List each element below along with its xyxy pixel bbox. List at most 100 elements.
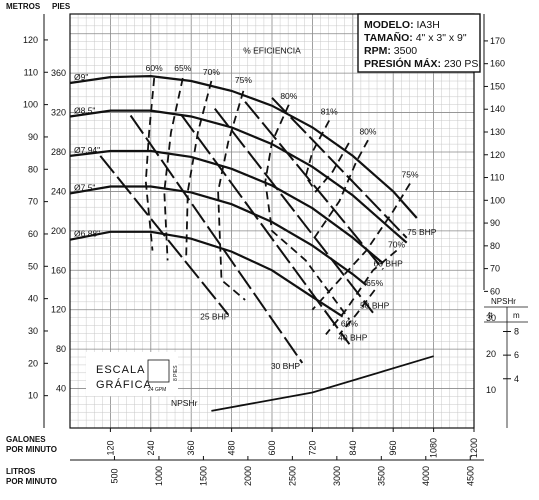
feet-tick-label: 240 <box>51 186 66 196</box>
efficiency-curve <box>311 183 411 311</box>
scale-legend-feet: 8 PIES <box>173 365 179 381</box>
feet-tick-label: 80 <box>56 344 66 354</box>
meters-tick-label: 30 <box>28 326 38 336</box>
x-primary-axis-title-line2: POR MINUTO <box>6 445 57 454</box>
lpm-tick-label: 4500 <box>465 466 475 486</box>
pmax-label: PRESIÓN MÁX: <box>364 57 441 70</box>
meters-tick-label: 80 <box>28 164 38 174</box>
impeller-curve-label: Ø8.5" <box>74 106 95 116</box>
rpm-value: 3500 <box>394 45 418 57</box>
bhp-line <box>214 107 374 314</box>
psi-tick-label: 140 <box>490 104 505 114</box>
efficiency-label: 75% <box>402 170 419 180</box>
npshr-axis-title: NPSHr <box>491 297 516 306</box>
gpm-tick-label: 720 <box>307 440 317 455</box>
efficiency-curve <box>325 249 398 335</box>
efficiency-label: 70% <box>388 240 405 250</box>
meters-tick-label: 40 <box>28 294 38 304</box>
gpm-tick-label: 600 <box>267 440 277 455</box>
efficiency-label: 80% <box>359 126 376 136</box>
impeller-curve <box>69 149 384 265</box>
psi-tick-label: 120 <box>490 150 505 160</box>
bhp-line-label: 40 BHP <box>338 332 368 342</box>
efficiency-label: 65% <box>174 63 191 73</box>
gpm-tick-label: 1080 <box>429 438 439 458</box>
npshr-curve <box>211 355 434 412</box>
impeller-curve <box>69 109 408 244</box>
bhp-lines <box>99 97 408 364</box>
efficiency-label: 60% <box>146 63 163 73</box>
npshr-curve-label: NPSHr <box>171 398 198 408</box>
meters-tick-label: 70 <box>28 197 38 207</box>
model-label: MODELO: <box>364 19 414 31</box>
pmax-value: 230 PSI <box>444 58 481 70</box>
bhp-line-label: 30 BHP <box>271 361 301 371</box>
x-secondary-axis-title-line1: LITROS <box>6 467 36 476</box>
npshr-m-tick: 8 <box>514 327 519 337</box>
gpm-tick-label: 120 <box>105 440 115 455</box>
meters-tick-label: 50 <box>28 261 38 271</box>
axis-labels: METROS PIES GALONES POR MINUTO LITROS PO… <box>6 2 71 486</box>
efficiency-label: 75% <box>235 75 252 85</box>
svg-text:PRESIÓN MÁX: 230 PSI: PRESIÓN MÁX: 230 PSI <box>364 57 481 70</box>
feet-tick-label: 160 <box>51 265 66 275</box>
lpm-tick-label: 4000 <box>421 466 431 486</box>
npshr-ft-tick: 20 <box>486 349 496 359</box>
size-value: 4" x 3" x 9" <box>416 32 467 44</box>
scale-legend: ESCALA GRÁFICA 8 PIES 24 GPM <box>86 352 179 396</box>
meters-tick-label: 20 <box>28 358 38 368</box>
impeller-curve-label: Ø9" <box>74 72 88 82</box>
scale-legend-line2: GRÁFICA <box>96 378 152 391</box>
bhp-line <box>99 155 229 316</box>
bhp-line <box>129 114 304 364</box>
svg-text:RPM: 3500: RPM: 3500 <box>364 45 417 57</box>
svg-text:TAMAÑO: 4" x 3" x 9": TAMAÑO: 4" x 3" x 9" <box>364 31 467 44</box>
scale-legend-gpm: 24 GPM <box>148 387 166 393</box>
gpm-tick-label: 1200 <box>469 438 479 458</box>
efficiency-curve <box>304 120 351 193</box>
impeller-curve-label: Ø6.88" <box>74 229 100 239</box>
npshr-ft-tick: 10 <box>486 385 496 395</box>
psi-tick-label: 90 <box>490 218 500 228</box>
efficiency-axis-title: % EFICIENCIA <box>243 45 301 55</box>
npshr-line <box>211 355 434 412</box>
left-outer-axis-title: METROS <box>6 2 41 11</box>
psi-tick-label: 150 <box>490 81 505 91</box>
left-inner-axis-title: PIES <box>52 2 71 11</box>
svg-text:MODELO: IA3H: MODELO: IA3H <box>364 19 440 31</box>
bhp-line-label: 50 BHP <box>360 301 390 311</box>
npshr-ft-tick: 30 <box>486 313 496 323</box>
efficiency-curve <box>185 80 213 261</box>
rpm-label: RPM: <box>364 45 391 57</box>
efficiency-label: 65% <box>366 278 383 288</box>
size-label: TAMAÑO: <box>364 31 413 44</box>
meters-tick-label: 10 <box>28 391 38 401</box>
efficiency-curve <box>163 77 184 261</box>
bhp-line <box>271 97 408 239</box>
plot-frame <box>43 13 488 461</box>
gpm-tick-label: 840 <box>348 440 358 455</box>
efficiency-label: 80% <box>280 91 297 101</box>
meters-tick-label: 120 <box>23 35 38 45</box>
psi-tick-label: 80 <box>490 241 500 251</box>
efficiency-label: 70% <box>203 67 220 77</box>
gpm-tick-label: 240 <box>146 440 156 455</box>
lpm-tick-label: 1500 <box>198 466 208 486</box>
bhp-line-label: 60 BHP <box>374 258 404 268</box>
gpm-tick-label: 360 <box>186 440 196 455</box>
model-spec-box: MODELO: IA3H TAMAÑO: 4" x 3" x 9" RPM: 3… <box>357 13 481 73</box>
psi-tick-label: 100 <box>490 195 505 205</box>
feet-tick-label: 40 <box>56 384 66 394</box>
gpm-tick-label: 480 <box>227 440 237 455</box>
feet-tick-label: 200 <box>51 226 66 236</box>
npshr-m-header: m <box>513 311 520 320</box>
feet-tick-label: 120 <box>51 305 66 315</box>
efficiency-label: 60% <box>341 318 358 328</box>
scale-legend-box <box>147 359 170 383</box>
npshr-ft-header: ft <box>488 311 493 320</box>
lpm-tick-label: 1000 <box>154 466 164 486</box>
efficiency-curve <box>311 139 369 242</box>
impeller-curve <box>69 230 344 318</box>
efficiency-curve <box>144 78 156 251</box>
